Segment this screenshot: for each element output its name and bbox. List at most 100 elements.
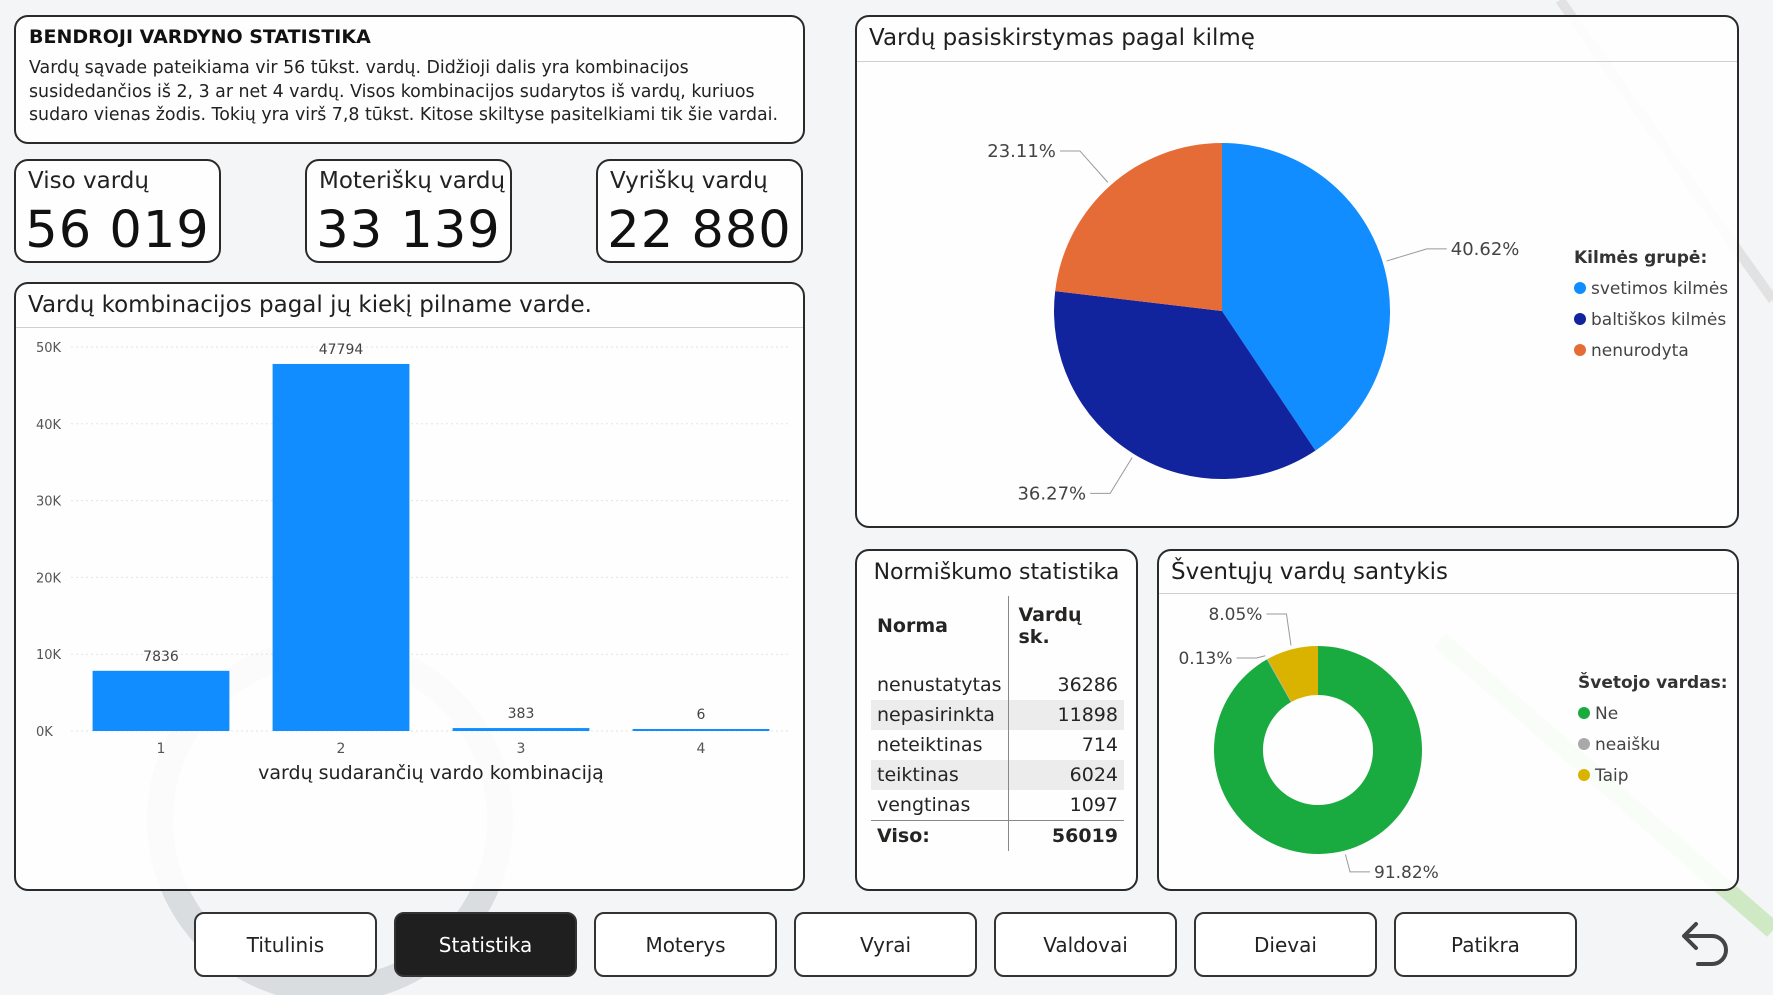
y-tick-label: 0K bbox=[36, 725, 53, 740]
back-arrow-icon[interactable] bbox=[1674, 914, 1734, 974]
bar-chart-title: Vardų kombinacijos pagal jų kiekį pilnam… bbox=[28, 292, 592, 318]
legend-label: Ne bbox=[1595, 704, 1618, 724]
table-row: nepasirinkta 11898 bbox=[871, 700, 1124, 730]
bar-chart-panel: Vardų kombinacijos pagal jų kiekį pilnam… bbox=[14, 282, 805, 891]
legend-marker bbox=[1578, 707, 1590, 719]
leader-line bbox=[1386, 248, 1447, 262]
legend-title: Kilmės grupė: bbox=[1574, 248, 1707, 268]
table-cell: 56019 bbox=[1007, 820, 1124, 851]
bar-chart: 0K 10K 20K 30K 40K 50K 7836 1 47794 2 383 3 6 4 vardų … bbox=[36, 341, 791, 784]
leader-line bbox=[1059, 150, 1109, 183]
table-row: vengtinas 1097 bbox=[871, 790, 1124, 821]
y-tick-label: 40K bbox=[36, 418, 62, 433]
info-panel: BENDROJI VARDYNO STATISTIKA Vardų sąvade… bbox=[14, 15, 805, 144]
pie-slice bbox=[1214, 646, 1422, 854]
legend-label: Taip bbox=[1594, 766, 1629, 786]
data-label: 23.11% bbox=[987, 141, 1056, 162]
pie-slice bbox=[1055, 143, 1222, 311]
table-cell: Viso: bbox=[871, 820, 1008, 851]
table-title: Normiškumo statistika bbox=[873, 560, 1120, 585]
pie-chart-title: Vardų pasiskirstymas pagal kilmę bbox=[869, 25, 1255, 51]
x-tick-label: 2 bbox=[337, 741, 346, 757]
nav-button-dievai[interactable]: Dievai bbox=[1194, 912, 1377, 977]
table-cell: 714 bbox=[1007, 730, 1124, 760]
table-row: teiktinas 6024 bbox=[871, 760, 1124, 790]
info-text: Vardų sąvade pateikiama vir 56 tūkst. va… bbox=[29, 58, 779, 125]
nav-button-vyrai[interactable]: Vyrai bbox=[794, 912, 977, 977]
column-header[interactable]: Norma bbox=[877, 615, 948, 637]
title-divider bbox=[1159, 593, 1737, 594]
data-label: 8.05% bbox=[1208, 605, 1262, 625]
x-axis-label: vardų sudarančių vardo kombinaciją bbox=[258, 762, 604, 784]
kpi-value: 56 019 bbox=[25, 201, 210, 260]
table-total-row: Viso: 56019 bbox=[871, 820, 1124, 851]
kpi-label: Vyriškų vardų bbox=[610, 168, 768, 194]
table-cell: neteiktinas bbox=[877, 734, 983, 756]
leader-line bbox=[1344, 854, 1371, 873]
origin-pie-chart: 40.62% 36.27% 23.11% Kilmės grupė: svetimos … bbox=[987, 141, 1728, 504]
legend-label: baltiškos kilmės bbox=[1591, 310, 1726, 330]
legend-marker bbox=[1574, 282, 1586, 294]
legend-marker bbox=[1574, 313, 1586, 325]
data-label: 7836 bbox=[143, 649, 179, 665]
table-cell: nepasirinkta bbox=[871, 700, 1008, 730]
y-tick-label: 50K bbox=[36, 341, 62, 356]
leader-line bbox=[1236, 655, 1266, 659]
origin-pie-panel: Vardų pasiskirstymas pagal kilmę 40.62% 3… bbox=[855, 15, 1739, 528]
legend-marker bbox=[1578, 738, 1590, 750]
normality-table: Norma Vardų sk. nenustatytas 36286 nepasi… bbox=[871, 596, 1124, 851]
table-header-row: Norma Vardų sk. bbox=[871, 596, 1124, 670]
data-label: 6 bbox=[697, 707, 706, 723]
y-tick-label: 20K bbox=[36, 571, 62, 586]
pie-slice bbox=[1054, 291, 1316, 479]
title-divider bbox=[857, 61, 1737, 62]
table-cell: 6024 bbox=[1007, 760, 1124, 790]
legend-label: nenurodyta bbox=[1591, 341, 1689, 361]
table-cell: 36286 bbox=[1007, 670, 1124, 700]
kpi-female-names: Moteriškų vardų 33 139 bbox=[305, 159, 512, 263]
legend-label: neaišku bbox=[1595, 735, 1660, 755]
data-label: 383 bbox=[508, 706, 535, 722]
nav-button-titulinis[interactable]: Titulinis bbox=[194, 912, 377, 977]
x-tick-label: 4 bbox=[697, 741, 706, 757]
data-label: 91.82% bbox=[1374, 863, 1439, 883]
donut-chart-title: Šventųjų vardų santykis bbox=[1171, 559, 1449, 585]
leader-line bbox=[1266, 613, 1292, 646]
y-tick-label: 10K bbox=[36, 648, 62, 663]
leader-line bbox=[1090, 457, 1133, 494]
x-tick-label: 3 bbox=[517, 741, 526, 757]
bar bbox=[452, 728, 590, 731]
nav-button-statistika[interactable]: Statistika bbox=[394, 912, 577, 977]
data-label: 40.62% bbox=[1451, 239, 1520, 260]
legend-marker bbox=[1574, 344, 1586, 356]
nav-button-valdovai[interactable]: Valdovai bbox=[994, 912, 1177, 977]
table-row: nenustatytas 36286 bbox=[871, 670, 1124, 700]
x-tick-label: 1 bbox=[157, 741, 166, 757]
bar bbox=[272, 363, 410, 731]
data-label: 47794 bbox=[319, 342, 364, 358]
legend-label: svetimos kilmės bbox=[1591, 279, 1728, 299]
column-header[interactable]: Vardų sk. bbox=[1007, 596, 1124, 670]
nav-button-patikra[interactable]: Patikra bbox=[1394, 912, 1577, 977]
kpi-total-names: Viso vardų 56 019 bbox=[14, 159, 221, 263]
info-title: BENDROJI VARDYNO STATISTIKA bbox=[29, 26, 371, 48]
data-label: 0.13% bbox=[1178, 649, 1232, 669]
pie-slice bbox=[1267, 646, 1318, 702]
pie-slice bbox=[1222, 143, 1390, 451]
title-divider bbox=[16, 327, 803, 328]
kpi-value: 22 880 bbox=[607, 201, 792, 260]
y-tick-label: 30K bbox=[36, 495, 62, 510]
table-row: neteiktinas 714 bbox=[871, 730, 1124, 760]
bar bbox=[632, 729, 770, 731]
legend-marker bbox=[1578, 769, 1590, 781]
saint-donut-panel: Šventųjų vardų santykis 91.82% 0.13% 8.05%… bbox=[1157, 549, 1739, 891]
bar bbox=[92, 670, 230, 731]
kpi-value: 33 139 bbox=[316, 201, 501, 260]
data-label: 36.27% bbox=[1017, 483, 1086, 504]
table-cell: vengtinas bbox=[877, 794, 971, 816]
nav-button-moterys[interactable]: Moterys bbox=[594, 912, 777, 977]
table-cell: 1097 bbox=[1007, 790, 1124, 821]
kpi-label: Moteriškų vardų bbox=[319, 168, 506, 194]
table-cell: teiktinas bbox=[871, 760, 1008, 790]
legend-title: Švetojo vardas: bbox=[1578, 671, 1728, 693]
